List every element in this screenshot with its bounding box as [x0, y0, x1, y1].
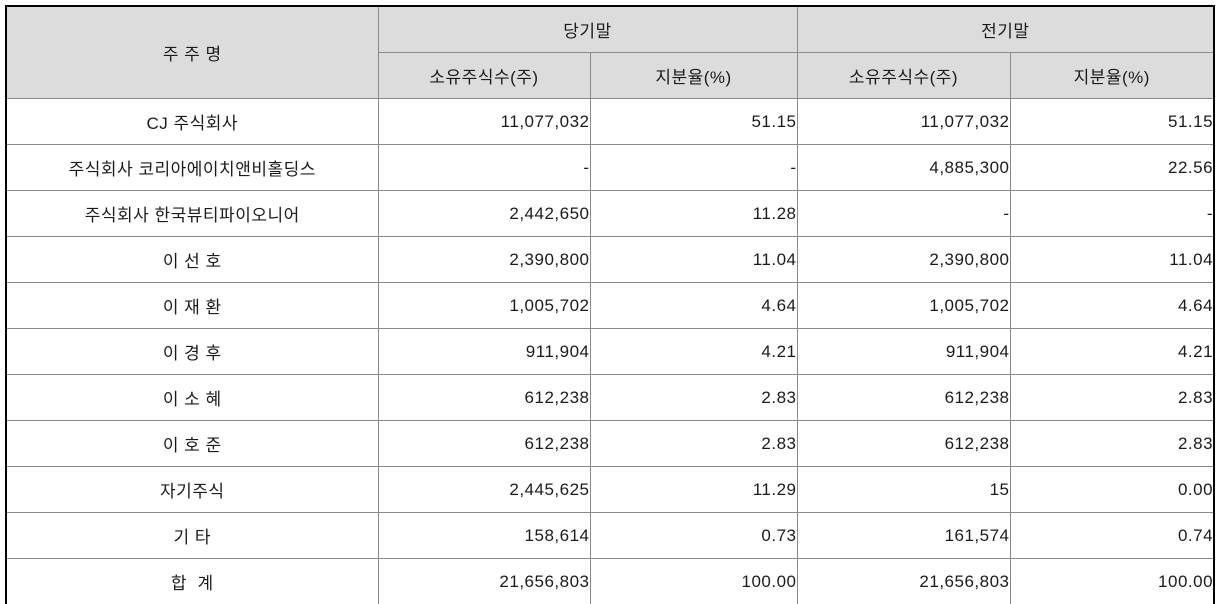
prior-shares-cell: 612,238: [796, 374, 1011, 421]
shareholder-name-cell: 이 선 호: [5, 236, 379, 283]
table-body: CJ 주식회사 11,077,032 51.15 11,077,032 51.15 주식회…: [5, 98, 1215, 604]
prior-ratio-cell: -: [1009, 190, 1215, 237]
header-row-periods: 주 주 명 당기말 전기말: [5, 5, 1215, 99]
current-ratio-cell: 2.83: [589, 374, 798, 421]
table-row: 기 타 158,614 0.73 161,574 0.74: [5, 512, 1215, 559]
shareholder-name-cell: 이 소 혜: [5, 374, 379, 421]
prior-shares-cell: 21,656,803: [796, 558, 1011, 604]
current-ratio-cell: -: [589, 144, 798, 191]
shareholder-name-cell: 이 호 준: [5, 420, 379, 467]
current-shares-cell: 1,005,702: [377, 282, 591, 329]
current-shares-cell: -: [377, 144, 591, 191]
current-ratio-cell: 0.73: [589, 512, 798, 559]
table-row: 이 경 후 911,904 4.21 911,904 4.21: [5, 328, 1215, 375]
current-shares-cell: 2,442,650: [377, 190, 591, 237]
header-prior-period: 전기말: [796, 5, 1215, 53]
table-row: 이 재 환 1,005,702 4.64 1,005,702 4.64: [5, 282, 1215, 329]
current-ratio-cell: 100.00: [589, 558, 798, 604]
table-header: 주 주 명 당기말 전기말 소유주식수(주) 지분율(%) 소유주식수(주) 지…: [5, 5, 1215, 99]
current-shares-cell: 911,904: [377, 328, 591, 375]
current-shares-cell: 612,238: [377, 420, 591, 467]
prior-shares-cell: 1,005,702: [796, 282, 1011, 329]
header-current-ratio: 지분율(%): [589, 52, 798, 99]
shareholder-name-cell: 합 계: [5, 558, 379, 604]
current-ratio-cell: 11.28: [589, 190, 798, 237]
prior-shares-cell: -: [796, 190, 1011, 237]
prior-ratio-cell: 51.15: [1009, 98, 1215, 145]
header-current-period: 당기말: [377, 5, 798, 53]
shareholder-name-cell: CJ 주식회사: [5, 98, 379, 145]
header-current-shares: 소유주식수(주): [377, 52, 591, 99]
shareholder-name-cell: 기 타: [5, 512, 379, 559]
prior-shares-cell: 4,885,300: [796, 144, 1011, 191]
current-ratio-cell: 51.15: [589, 98, 798, 145]
prior-shares-cell: 2,390,800: [796, 236, 1011, 283]
current-shares-cell: 2,445,625: [377, 466, 591, 513]
prior-shares-cell: 612,238: [796, 420, 1011, 467]
table-row: 주식회사 코리아에이치앤비홀딩스 - -4,885,300 22.56: [5, 144, 1215, 191]
prior-shares-cell: 11,077,032: [796, 98, 1011, 145]
prior-ratio-cell: 4.64: [1009, 282, 1215, 329]
prior-ratio-cell: 0.74: [1009, 512, 1215, 559]
shareholder-name-cell: 이 재 환: [5, 282, 379, 329]
shareholder-name-cell: 이 경 후: [5, 328, 379, 375]
table-row: 자기주식 2,445,625 11.29 15 0.00: [5, 466, 1215, 513]
current-shares-cell: 11,077,032: [377, 98, 591, 145]
table-row: CJ 주식회사 11,077,032 51.15 11,077,032 51.15: [5, 98, 1215, 145]
shareholder-name-cell: 주식회사 코리아에이치앤비홀딩스: [5, 144, 379, 191]
current-shares-cell: 2,390,800: [377, 236, 591, 283]
prior-ratio-cell: 2.83: [1009, 374, 1215, 421]
current-shares-cell: 21,656,803: [377, 558, 591, 604]
table-row: 이 선 호 2,390,800 11.04 2,390,800 11.04: [5, 236, 1215, 283]
current-ratio-cell: 4.21: [589, 328, 798, 375]
prior-ratio-cell: 100.00: [1009, 558, 1215, 604]
shareholders-table: 주 주 명 당기말 전기말 소유주식수(주) 지분율(%) 소유주식수(주) 지…: [5, 5, 1216, 604]
table-row: 주식회사 한국뷰티파이오니어 2,442,650 11.28- -: [5, 190, 1215, 237]
current-ratio-cell: 4.64: [589, 282, 798, 329]
current-ratio-cell: 11.04: [589, 236, 798, 283]
current-ratio-cell: 11.29: [589, 466, 798, 513]
prior-shares-cell: 911,904: [796, 328, 1011, 375]
header-row-metrics: 소유주식수(주) 지분율(%) 소유주식수(주) 지분율(%): [6, 52, 1215, 99]
header-shareholder-name: 주 주 명: [5, 5, 379, 99]
prior-ratio-cell: 0.00: [1009, 466, 1215, 513]
prior-shares-cell: 161,574: [796, 512, 1011, 559]
prior-ratio-cell: 4.21: [1009, 328, 1215, 375]
current-ratio-cell: 2.83: [589, 420, 798, 467]
prior-ratio-cell: 2.83: [1009, 420, 1215, 467]
current-shares-cell: 612,238: [377, 374, 591, 421]
header-prior-ratio: 지분율(%): [1009, 52, 1215, 99]
shareholder-name-cell: 주식회사 한국뷰티파이오니어: [5, 190, 379, 237]
table-row: 이 호 준 612,238 2.83 612,238 2.83: [5, 420, 1215, 467]
prior-ratio-cell: 22.56: [1009, 144, 1215, 191]
table-row: 합 계 21,656,803 100.00 21,656,803 100.00: [5, 558, 1215, 604]
prior-shares-cell: 15: [796, 466, 1011, 513]
current-shares-cell: 158,614: [377, 512, 591, 559]
prior-ratio-cell: 11.04: [1009, 236, 1215, 283]
shareholder-name-cell: 자기주식: [5, 466, 379, 513]
header-prior-shares: 소유주식수(주): [796, 52, 1011, 99]
table-row: 이 소 혜 612,238 2.83 612,238 2.83: [5, 374, 1215, 421]
